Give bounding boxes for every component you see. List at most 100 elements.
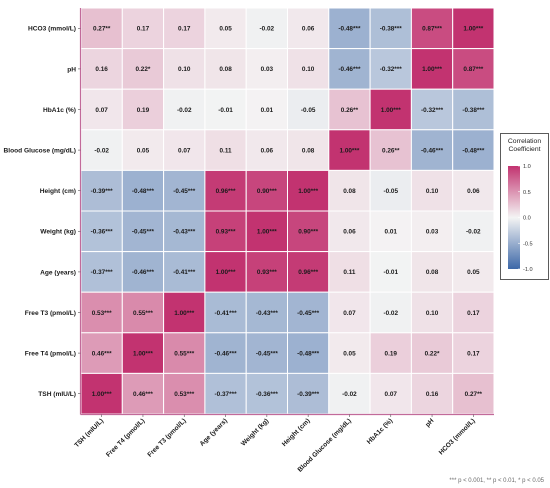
cell-value-label: -0.46***: [338, 66, 361, 73]
cell-value-label: -0.43***: [256, 310, 279, 317]
cell-value-label: 1.00***: [133, 350, 153, 357]
cell-value-label: 0.08: [343, 188, 356, 195]
heatmap-cell: [245, 291, 288, 334]
cell-value-label: 0.06: [302, 26, 315, 33]
cell-value-label: -0.02: [177, 107, 192, 114]
y-tick-label: Blood Glucose (mg/dL): [3, 148, 76, 155]
heatmap-cell: [245, 210, 288, 253]
cell-value-label: 0.08: [302, 147, 315, 154]
cell-value-label: 0.10: [426, 310, 439, 317]
heatmap-cell: [287, 7, 330, 50]
cell-value-label: 0.03: [426, 229, 439, 236]
cell-value-label: -0.45***: [173, 188, 196, 195]
cell-value-label: -0.48***: [462, 147, 485, 154]
cell-value-label: 0.87***: [422, 26, 442, 33]
cell-value-label: 0.08: [219, 66, 232, 73]
legend-tick-label: 0.5: [523, 190, 531, 196]
heatmap-cell: [452, 291, 495, 334]
y-tick-label: Free T3 (pmol/L): [25, 310, 76, 317]
heatmap-cell: [163, 88, 206, 131]
heatmap-cell: [163, 291, 206, 334]
cell-value-label: 0.17: [137, 26, 150, 33]
heatmap-cell: [121, 48, 165, 90]
y-tick-label: Age (years): [40, 269, 76, 276]
cell-value-label: -0.46***: [421, 147, 444, 154]
heatmap-cell: [163, 210, 206, 253]
heatmap-cell: [410, 210, 454, 253]
cell-value-label: 0.11: [220, 147, 233, 154]
legend-box: [500, 133, 549, 280]
cell-value-label: 1.00***: [257, 229, 277, 236]
heatmap-cell-labels: 0.27** 0.17 0.17 0.05 -0.02 0.06 -0.48*** -0.38…: [91, 26, 485, 398]
cell-value-label: 0.06: [343, 229, 356, 236]
cell-value-label: 0.19: [137, 107, 150, 114]
heatmap-cell: [287, 169, 330, 212]
cell-value-label: -0.38***: [380, 26, 403, 33]
x-tick-label: HbA1c (%): [366, 417, 394, 445]
cell-value-label: -0.46***: [215, 350, 238, 357]
heatmap-cell: [328, 372, 371, 415]
y-tick-label: Height (cm): [40, 188, 76, 195]
heatmap-cell: [80, 251, 123, 293]
cell-value-label: 0.11: [343, 269, 356, 276]
significance-footnote: *** p < 0.001, ** p < 0.01, * p < 0.05: [449, 478, 544, 484]
legend-tick-label: -0.5: [523, 241, 533, 247]
cell-value-label: 0.10: [302, 66, 315, 73]
heatmap-cell: [410, 169, 454, 212]
cell-value-label: 0.07: [343, 310, 356, 317]
cell-value-label: 0.55***: [133, 310, 153, 317]
cell-value-label: -0.39***: [91, 188, 114, 195]
y-axis-labels: HCO3 (mmol/L) pH HbA1c (%) Blood Glucose (m…: [3, 26, 81, 398]
cell-value-label: 0.08: [426, 269, 439, 276]
cell-value-label: -0.01: [383, 269, 398, 276]
cell-value-label: -0.36***: [91, 229, 114, 236]
y-tick-label: Free T4 (pmol/L): [25, 351, 76, 358]
heatmap-cell: [121, 291, 165, 334]
heatmap-cell: [287, 251, 330, 293]
cell-value-label: 0.16: [426, 391, 439, 398]
cell-value-label: 0.93***: [257, 269, 277, 276]
cell-value-label: -0.37***: [215, 391, 238, 398]
cell-value-label: 1.00***: [422, 66, 442, 73]
cell-value-label: 0.05: [219, 26, 232, 33]
heatmap-cell: [80, 129, 123, 171]
cell-value-label: 0.26**: [341, 107, 359, 114]
cell-value-label: 0.96***: [216, 188, 236, 195]
heatmap-cell: [80, 88, 123, 131]
cell-value-label: 0.10: [178, 66, 191, 73]
heatmap-cell: [452, 251, 495, 293]
legend-tick-label: -1.0: [523, 267, 533, 273]
heatmap-cell: [369, 7, 412, 50]
cell-value-label: 0.01: [261, 107, 274, 114]
y-tick-label: Weight (kg): [40, 229, 76, 236]
heatmap-cell: [369, 88, 412, 131]
heatmap-cell: [121, 7, 165, 50]
x-tick-label: Age (years): [199, 417, 229, 447]
heatmap-cell: [410, 251, 454, 293]
heatmap-cell: [80, 372, 123, 415]
heatmap-cell: [452, 7, 495, 50]
heatmap-cell: [410, 332, 454, 374]
heatmap-cell: [328, 169, 371, 212]
heatmap-cell: [328, 48, 371, 90]
x-tick-label: Free T3 (pmol/L): [146, 417, 187, 458]
cell-value-label: 0.87***: [463, 66, 483, 73]
heatmap-cell: [328, 332, 371, 374]
cell-value-label: 0.07: [95, 107, 108, 114]
cell-value-label: 0.46***: [133, 391, 153, 398]
cell-value-label: 0.07: [385, 391, 398, 398]
heatmap-cell: [121, 169, 165, 212]
cell-value-label: -0.37***: [91, 269, 114, 276]
heatmap-cell: [452, 129, 495, 171]
cell-value-label: -0.02: [466, 229, 481, 236]
cell-value-label: 1.00***: [298, 188, 318, 195]
heatmap-axes: [79, 8, 494, 416]
heatmap-cell: [287, 372, 330, 415]
cell-value-label: 1.00***: [463, 26, 483, 33]
cell-value-label: 0.46***: [92, 350, 112, 357]
heatmap-cell: [369, 169, 412, 212]
heatmap-cell: [369, 291, 412, 334]
cell-value-label: -0.32***: [380, 66, 403, 73]
